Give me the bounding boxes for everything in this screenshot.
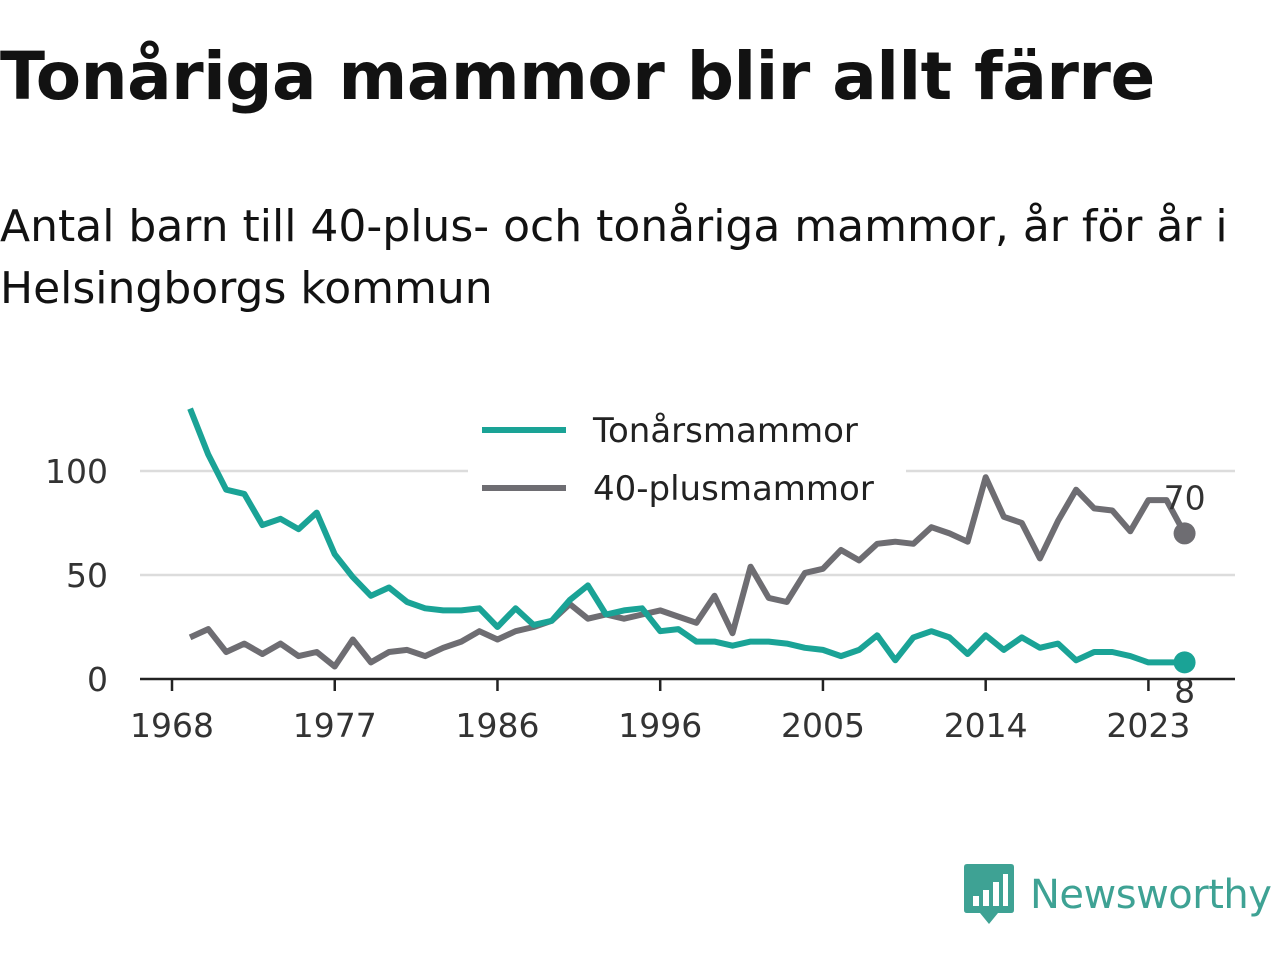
chart-subtitle: Antal barn till 40-plus- och tonåriga ma… <box>0 201 1228 314</box>
x-axis: 1968 1977 1986 1996 2005 2014 2023 <box>130 677 1235 745</box>
end-point-marker <box>1173 522 1196 545</box>
legend-label: Tonårsmammor <box>592 411 858 451</box>
legend-background <box>468 402 906 518</box>
y-tick-label: 100 <box>45 452 108 491</box>
legend-label: 40-plusmammor <box>593 469 874 509</box>
y-axis: 0 50 100 <box>45 452 108 699</box>
end-labels: 8 70 <box>1164 478 1206 710</box>
end-point-marker <box>1173 651 1196 674</box>
x-tick-label: 1986 <box>455 706 539 745</box>
legend: Tonårsmammor 40-plusmammor <box>468 402 906 518</box>
x-tick-label: 1996 <box>618 706 702 745</box>
bar-chart-speech-bubble-icon <box>964 864 1014 924</box>
chart-title: Tonåriga mammor blir allt färre <box>0 38 1155 115</box>
series-lines <box>187 407 1188 670</box>
x-tick-label: 2014 <box>944 706 1028 745</box>
x-tick-label: 2023 <box>1106 706 1190 745</box>
brand-name: Newsworthy <box>1030 872 1272 918</box>
x-tick-label: 1977 <box>293 706 377 745</box>
x-tick-label: 2005 <box>781 706 865 745</box>
y-tick-label: 50 <box>66 556 108 595</box>
newsworthy-brand: Newsworthy <box>964 862 1272 928</box>
end-value-label: 70 <box>1164 478 1206 517</box>
y-tick-label: 0 <box>87 660 108 699</box>
x-tick-label: 1968 <box>130 706 214 745</box>
series-line-fortyplusmammor <box>188 474 1188 670</box>
end-value-label: 8 <box>1174 671 1195 710</box>
series-line-tonarsmammor <box>187 407 1185 666</box>
